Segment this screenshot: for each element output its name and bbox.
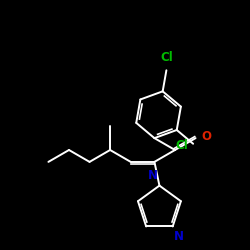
- Text: N: N: [174, 230, 184, 243]
- Text: N: N: [148, 169, 158, 182]
- Text: O: O: [202, 130, 212, 143]
- Text: Cl: Cl: [175, 139, 188, 152]
- Text: Cl: Cl: [160, 51, 173, 64]
